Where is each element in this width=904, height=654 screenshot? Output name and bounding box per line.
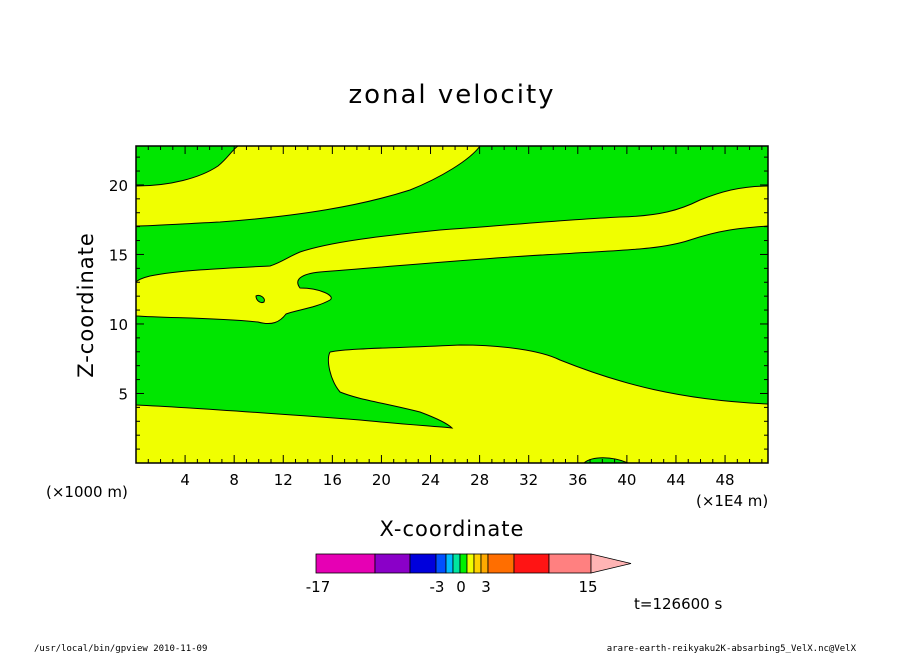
y-tick-label: 10 (109, 316, 128, 334)
colorbar-label: 0 (456, 578, 466, 596)
colorbar-extension (590, 553, 632, 574)
x-axis-ticks: 4 8 12 16 20 24 28 32 36 40 44 48 (147, 146, 763, 489)
footer-right: arare-earth-reikyaku2K-absarbing5_VelX.n… (607, 644, 857, 654)
x-tick-label: 8 (229, 471, 239, 489)
colorbar-bin (473, 553, 482, 574)
colorbar-bin (466, 553, 475, 574)
colorbar-bin (315, 553, 376, 574)
x-units-left: (×1000 m) (46, 483, 128, 501)
colorbar-bin (452, 553, 461, 574)
colorbar-label: 15 (578, 578, 597, 596)
yellow-region-middle (136, 345, 768, 463)
yellow-region-top (136, 146, 480, 226)
footer-left: /usr/local/bin/gpview 2010-11-09 (34, 644, 207, 654)
x-tick-label: 16 (323, 471, 342, 489)
x-tick-label: 12 (274, 471, 293, 489)
chart-title: zonal velocity (348, 80, 555, 110)
y-tick-label: 20 (109, 177, 128, 195)
x-tick-label: 4 (180, 471, 190, 489)
yellow-region-right-upper (136, 186, 768, 324)
colorbar-bin (480, 553, 489, 574)
x-tick-label: 28 (470, 471, 489, 489)
time-label: t=126600 s (634, 595, 722, 613)
x-tick-label: 36 (568, 471, 587, 489)
colorbar-bin (459, 553, 468, 574)
colorbar-labels: -17 -3 0 3 15 (306, 578, 598, 596)
colorbar-label: -17 (306, 578, 331, 596)
plot-frame (135, 145, 769, 464)
y-axis-ticks: 5 10 15 20 (109, 156, 768, 450)
x-tick-label: 48 (716, 471, 735, 489)
colorbar-bin (445, 553, 454, 574)
y-axis-label: Z-coordinate (74, 232, 98, 378)
colorbar-bin (487, 553, 515, 574)
x-tick-label: 44 (666, 471, 685, 489)
green-patch-bottom (584, 457, 628, 463)
contour-lines (135, 145, 769, 464)
x-tick-label: 24 (421, 471, 440, 489)
y-tick-label: 15 (109, 246, 128, 264)
colorbar-bin (409, 553, 437, 574)
colorbar-bin (374, 553, 411, 574)
x-tick-label: 32 (519, 471, 538, 489)
colorbar-bin (513, 553, 550, 574)
x-tick-label: 20 (372, 471, 391, 489)
colorbar-label: -3 (430, 578, 445, 596)
x-axis-label: X-coordinate (380, 517, 525, 541)
y-tick-label: 5 (118, 385, 128, 403)
colorbar-label: 3 (481, 578, 491, 596)
colorbar (315, 553, 632, 574)
colorbar-bin (548, 553, 592, 574)
x-tick-label: 40 (617, 471, 636, 489)
colorbar-bin (435, 553, 447, 574)
x-units-right: (×1E4 m) (696, 492, 768, 510)
